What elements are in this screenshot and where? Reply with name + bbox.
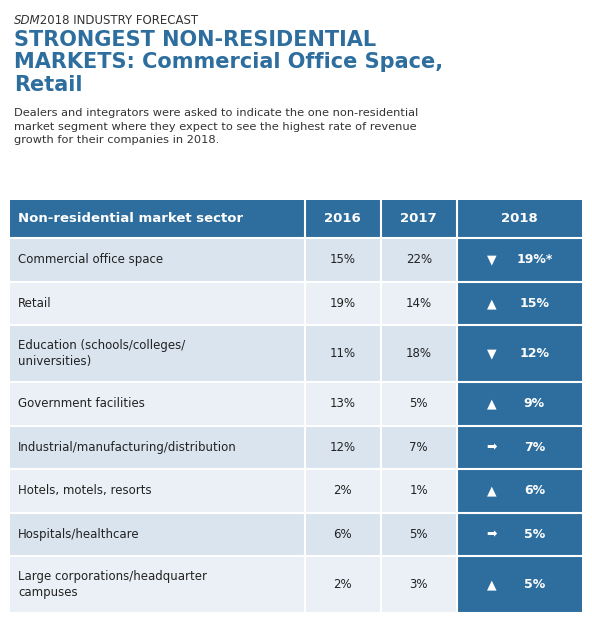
Bar (304, 426, 381, 469)
Bar (304, 513, 381, 556)
Bar (304, 556, 381, 613)
Bar (381, 556, 457, 613)
Text: STRONGEST NON-RESIDENTIAL
MARKETS: Commercial Office Space,
Retail: STRONGEST NON-RESIDENTIAL MARKETS: Comme… (14, 30, 443, 95)
Text: 2%: 2% (333, 578, 352, 591)
Text: 6%: 6% (524, 485, 545, 497)
Bar (457, 382, 582, 426)
Text: 2018: 2018 (501, 212, 538, 226)
Bar (381, 282, 457, 325)
Text: 2%: 2% (333, 485, 352, 497)
Bar (457, 469, 582, 513)
Text: 11%: 11% (330, 347, 356, 360)
Text: 12%: 12% (519, 347, 549, 360)
Text: 15%: 15% (519, 297, 549, 310)
Bar (304, 200, 381, 238)
Text: ▲: ▲ (487, 297, 497, 310)
Text: 1%: 1% (410, 485, 428, 497)
Bar (457, 282, 582, 325)
Text: 22%: 22% (406, 254, 432, 266)
Text: ➡: ➡ (487, 441, 497, 454)
Bar (381, 325, 457, 382)
Text: 5%: 5% (410, 397, 428, 410)
Text: 5%: 5% (524, 578, 545, 591)
Text: ➡: ➡ (487, 528, 497, 541)
Bar (381, 238, 457, 282)
Bar (10, 556, 304, 613)
Bar (457, 513, 582, 556)
Bar (10, 238, 304, 282)
Text: 7%: 7% (410, 441, 428, 454)
Text: 2017: 2017 (400, 212, 437, 226)
Bar (10, 325, 304, 382)
Text: 19%: 19% (330, 297, 356, 310)
Bar (10, 200, 304, 238)
Bar (304, 238, 381, 282)
Bar (457, 556, 582, 613)
Text: 5%: 5% (410, 528, 428, 541)
Bar (10, 382, 304, 426)
Text: ▲: ▲ (487, 578, 497, 591)
Bar (381, 513, 457, 556)
Text: 5%: 5% (524, 528, 545, 541)
Bar (304, 469, 381, 513)
Text: 14%: 14% (406, 297, 432, 310)
Bar (10, 426, 304, 469)
Text: ▼: ▼ (487, 347, 497, 360)
Bar (457, 325, 582, 382)
Bar (304, 325, 381, 382)
Text: ▲: ▲ (487, 485, 497, 497)
Bar (10, 282, 304, 325)
Text: Commercial office space: Commercial office space (18, 254, 163, 266)
Text: Non-residential market sector: Non-residential market sector (18, 212, 243, 226)
Text: Hospitals/healthcare: Hospitals/healthcare (18, 528, 140, 541)
Text: 7%: 7% (524, 441, 545, 454)
Text: Government facilities: Government facilities (18, 397, 145, 410)
Bar (457, 200, 582, 238)
Bar (304, 282, 381, 325)
Bar (10, 513, 304, 556)
Text: 13%: 13% (330, 397, 356, 410)
Text: Industrial/manufacturing/distribution: Industrial/manufacturing/distribution (18, 441, 237, 454)
Bar (457, 238, 582, 282)
Text: 3%: 3% (410, 578, 428, 591)
Text: 2018 INDUSTRY FORECAST: 2018 INDUSTRY FORECAST (36, 14, 198, 27)
Text: Retail: Retail (18, 297, 52, 310)
Text: Hotels, motels, resorts: Hotels, motels, resorts (18, 485, 152, 497)
Bar (10, 469, 304, 513)
Bar (381, 382, 457, 426)
Bar (381, 200, 457, 238)
Text: Education (schools/colleges/
universities): Education (schools/colleges/ universitie… (18, 339, 185, 368)
Text: 18%: 18% (406, 347, 432, 360)
Text: 6%: 6% (333, 528, 352, 541)
Text: SDM: SDM (14, 14, 41, 27)
Bar (381, 469, 457, 513)
Text: Dealers and integrators were asked to indicate the one non-residential
market se: Dealers and integrators were asked to in… (14, 108, 419, 145)
Text: ▲: ▲ (487, 397, 497, 410)
Text: 2016: 2016 (324, 212, 361, 226)
Text: 19%*: 19%* (516, 254, 552, 266)
Text: 9%: 9% (524, 397, 545, 410)
Text: 15%: 15% (330, 254, 356, 266)
Text: ▼: ▼ (487, 254, 497, 266)
Text: 12%: 12% (330, 441, 356, 454)
Bar (304, 382, 381, 426)
Text: Large corporations/headquarter
campuses: Large corporations/headquarter campuses (18, 570, 207, 599)
Bar (381, 426, 457, 469)
Bar (457, 426, 582, 469)
